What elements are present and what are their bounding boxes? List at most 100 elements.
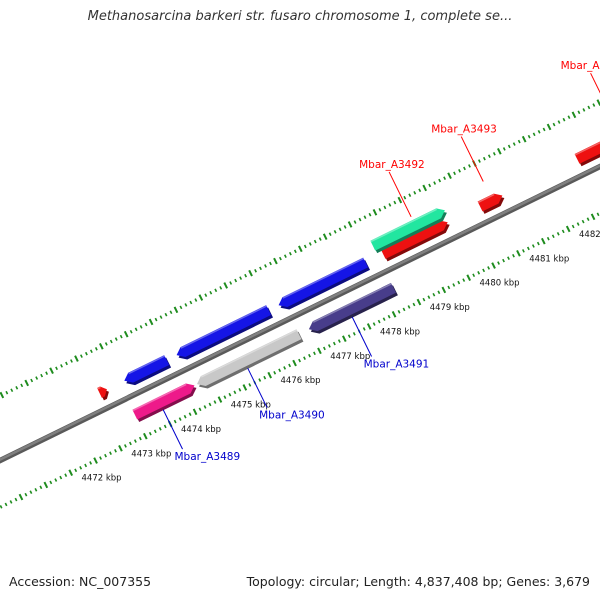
leader-line (590, 72, 600, 94)
tick-top (109, 339, 113, 344)
tick-bottom (576, 222, 580, 226)
tick-bottom (267, 371, 273, 379)
tick-bottom (99, 456, 102, 460)
scale-label: 4480 kbp (480, 279, 520, 289)
tick-top (40, 373, 44, 378)
tick-top (532, 132, 536, 137)
tick-top (372, 208, 378, 216)
tick-top (154, 317, 158, 322)
tick-top (571, 111, 577, 119)
tick-top (592, 103, 596, 107)
tick-top (517, 139, 521, 144)
tick-bottom (422, 297, 426, 302)
tick-bottom (536, 241, 540, 246)
gene-arrow-top-red-3 (477, 193, 505, 214)
tick-top (293, 249, 297, 254)
scale-label: 4482 kbp (579, 230, 600, 240)
tick-top (422, 184, 428, 192)
tick-bottom (188, 412, 192, 417)
tick-bottom (238, 388, 242, 392)
tick-bottom (317, 347, 322, 355)
tick-bottom (4, 502, 8, 507)
gene-highlight (128, 355, 165, 375)
tick-bottom (541, 237, 546, 245)
gene-highlight (477, 193, 495, 204)
tick-bottom (432, 292, 436, 297)
tick-top (521, 135, 527, 143)
tick-bottom (84, 463, 88, 468)
tick-bottom (512, 253, 515, 258)
tick-bottom (457, 280, 461, 285)
tick-top (214, 288, 218, 293)
tick-bottom (223, 395, 227, 399)
tick-top (248, 269, 253, 277)
tick-top (123, 330, 129, 338)
tick-top (338, 227, 342, 232)
gene-highlight (282, 257, 364, 299)
tick-bottom (391, 310, 397, 318)
tick-top (388, 203, 392, 207)
tick-top (587, 105, 591, 110)
tick-bottom (412, 302, 416, 307)
tick-top (264, 264, 267, 268)
tick-top (318, 237, 322, 241)
tick-top (30, 378, 34, 383)
tick-bottom (233, 390, 237, 395)
tick-top (537, 130, 541, 134)
tick-bottom (565, 225, 571, 233)
tick-top (20, 383, 24, 388)
tick-bottom (298, 358, 301, 363)
topology-text: Topology: circular; Length: 4,837,408 bp… (246, 574, 590, 589)
tick-top (497, 148, 502, 155)
gene-label-text: Mbar_A3493 (431, 124, 497, 136)
tick-bottom (198, 407, 202, 412)
tick-bottom (590, 213, 596, 221)
tick-top (229, 281, 233, 285)
tick-bottom (441, 286, 447, 294)
tick-bottom (586, 217, 590, 221)
tick-top (298, 245, 303, 253)
gene-arrow-bottom-navy (308, 282, 398, 334)
tick-top (492, 151, 496, 156)
tick-bottom (14, 497, 18, 502)
tick-bottom (416, 298, 422, 306)
tick-bottom (516, 250, 521, 257)
tick-bottom (437, 290, 441, 295)
tick-bottom (273, 370, 277, 375)
tick-bottom (29, 490, 33, 495)
tick-top (542, 127, 546, 132)
tick-bottom (128, 441, 132, 446)
gene-label-Mbar_A3493: Mbar_A3493 (431, 124, 497, 182)
tick-bottom (407, 305, 411, 309)
tick-top (239, 276, 243, 280)
tick-top (179, 305, 183, 310)
tick-marks-layer (0, 99, 600, 509)
tick-bottom (323, 346, 326, 351)
tick-top (269, 261, 272, 266)
tick-bottom (213, 400, 217, 404)
scale-label: 4474 kbp (181, 425, 221, 435)
tick-bottom (332, 341, 336, 346)
gene-label-Mbar_A3489: Mbar_A3489 (162, 409, 240, 463)
tick-top (273, 257, 278, 265)
tick-top (70, 359, 73, 363)
tick-top (368, 212, 372, 217)
tick-bottom (242, 384, 248, 391)
tick-bottom (34, 487, 38, 492)
tick-top (89, 349, 93, 354)
gene-body (477, 193, 503, 212)
tick-top (45, 371, 49, 375)
gene-label-text: Mbar_A3494 (561, 60, 600, 72)
tick-bottom (387, 314, 391, 319)
gene-highlight (370, 208, 437, 243)
gene-body (380, 220, 448, 259)
tick-top (60, 364, 63, 368)
tick-top (259, 266, 262, 271)
tick-top (546, 123, 552, 131)
tick-bottom (507, 256, 510, 260)
tick-bottom (397, 310, 401, 314)
tick-top (512, 142, 516, 146)
tick-top (557, 120, 561, 124)
backbone-highlight (0, 164, 600, 461)
tick-bottom (49, 480, 53, 485)
